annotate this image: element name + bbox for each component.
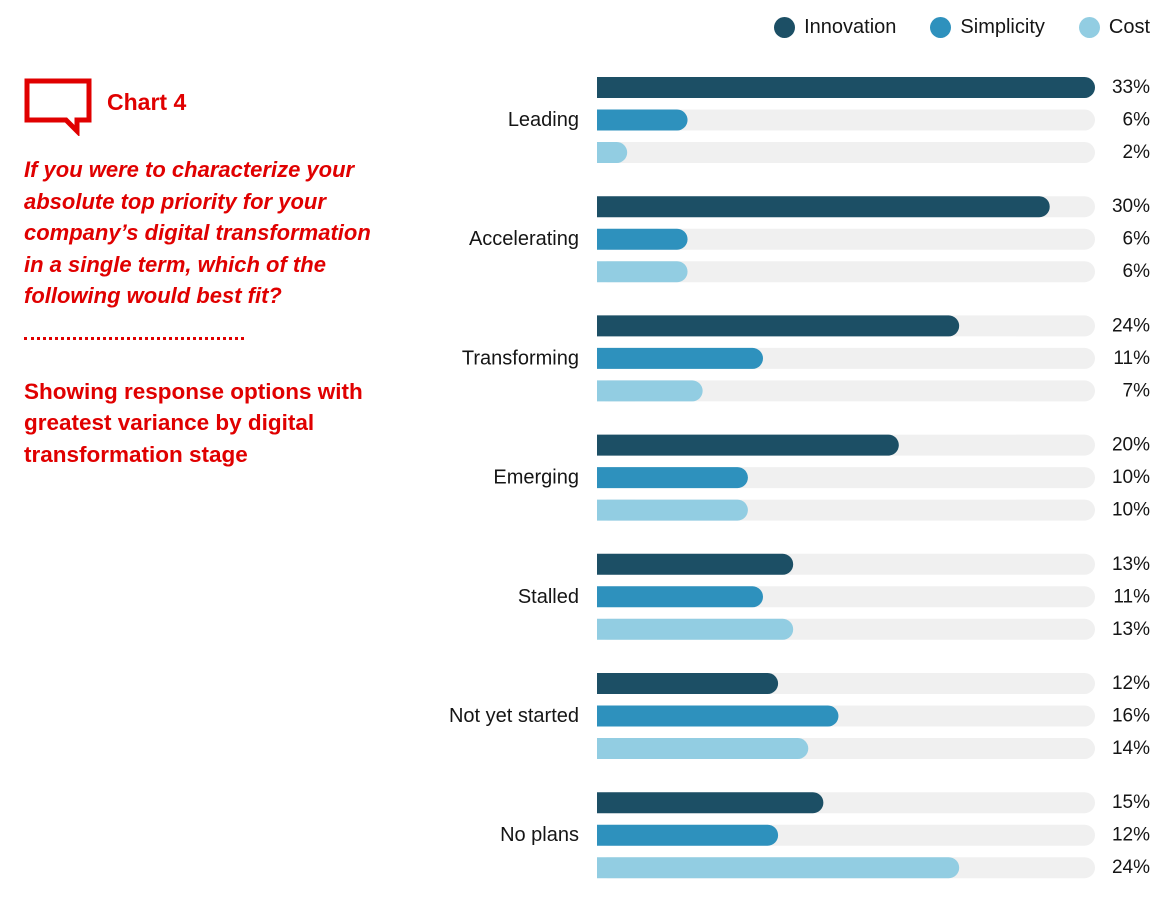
- value-label-cost-transforming: 7%: [1123, 380, 1151, 401]
- bar-simplicity-not-yet-started: [597, 705, 839, 727]
- bar-track: [597, 228, 1095, 250]
- dotted-divider: [24, 336, 244, 340]
- legend-label-cost: Cost: [1108, 16, 1150, 38]
- value-label-innovation-stalled: 13%: [1112, 554, 1150, 575]
- value-label-simplicity-not-yet-started: 16%: [1112, 706, 1150, 727]
- category-label-transforming: Transforming: [462, 347, 579, 369]
- value-label-innovation-accelerating: 30%: [1112, 196, 1150, 217]
- legend-item-simplicity: Simplicity: [930, 16, 1045, 39]
- category-label-accelerating: Accelerating: [469, 228, 579, 250]
- bar-track: [597, 109, 1095, 131]
- bar-simplicity-stalled: [597, 586, 764, 608]
- legend-item-cost: Cost: [1078, 16, 1150, 39]
- bar-simplicity-accelerating: [597, 228, 688, 250]
- bar-innovation-accelerating: [597, 196, 1050, 218]
- value-label-cost-no-plans: 24%: [1112, 857, 1150, 878]
- bar-cost-not-yet-started: [597, 738, 809, 759]
- bar-cost-stalled: [597, 618, 794, 640]
- bar-track: [597, 142, 1095, 163]
- bar-cost-no-plans: [597, 857, 960, 879]
- legend-label-innovation: Innovation: [804, 16, 897, 38]
- value-label-innovation-emerging: 20%: [1112, 435, 1150, 456]
- value-label-innovation-not-yet-started: 12%: [1112, 673, 1150, 694]
- bar-simplicity-emerging: [597, 467, 748, 489]
- legend-swatch-innovation: [774, 17, 796, 38]
- value-label-simplicity-stalled: 11%: [1113, 586, 1150, 607]
- bar-innovation-not-yet-started: [597, 673, 779, 694]
- value-label-cost-accelerating: 6%: [1123, 261, 1151, 282]
- value-label-cost-emerging: 10%: [1112, 500, 1150, 521]
- bar-cost-transforming: [597, 380, 703, 402]
- value-label-simplicity-no-plans: 12%: [1112, 825, 1150, 846]
- bar-cost-accelerating: [597, 261, 688, 283]
- bar-simplicity-leading: [597, 109, 688, 131]
- value-label-simplicity-accelerating: 6%: [1123, 229, 1151, 250]
- category-label-not-yet-started: Not yet started: [449, 705, 579, 727]
- value-label-cost-leading: 2%: [1123, 142, 1151, 163]
- value-label-innovation-no-plans: 15%: [1112, 792, 1150, 813]
- speech-bubble-icon: [24, 78, 92, 136]
- bar-simplicity-transforming: [597, 347, 764, 369]
- category-label-stalled: Stalled: [518, 586, 579, 608]
- chart-number: Chart 4: [107, 88, 187, 115]
- chart-subtitle: Showing response options with greatest v…: [24, 378, 363, 467]
- legend-swatch-cost: [1078, 17, 1100, 38]
- value-label-innovation-leading: 33%: [1112, 77, 1150, 98]
- bar-track: [597, 380, 1095, 402]
- chart-badge: Chart 4: [24, 78, 404, 136]
- bar-innovation-emerging: [597, 434, 899, 456]
- survey-question: If you were to characterize your absolut…: [24, 157, 371, 308]
- value-label-cost-stalled: 13%: [1112, 619, 1150, 640]
- bar-simplicity-no-plans: [597, 824, 779, 846]
- bar-track: [597, 261, 1095, 283]
- category-label-no-plans: No plans: [500, 824, 579, 846]
- value-label-simplicity-leading: 6%: [1123, 110, 1151, 131]
- bar-innovation-leading: [597, 77, 1095, 98]
- value-label-innovation-transforming: 24%: [1112, 315, 1150, 336]
- bar-innovation-no-plans: [597, 792, 824, 814]
- value-label-cost-not-yet-started: 14%: [1112, 738, 1150, 759]
- chart-legend: Innovation Simplicity Cost: [774, 16, 1150, 39]
- category-label-emerging: Emerging: [493, 467, 579, 489]
- bar-cost-emerging: [597, 499, 748, 521]
- legend-swatch-simplicity: [930, 17, 952, 38]
- bar-cost-leading: [597, 142, 628, 163]
- bar-innovation-transforming: [597, 315, 960, 337]
- legend-label-simplicity: Simplicity: [960, 16, 1045, 38]
- chart-description-panel: Chart 4 If you were to characterize your…: [24, 78, 404, 470]
- legend-item-innovation: Innovation: [774, 16, 896, 39]
- value-label-simplicity-emerging: 10%: [1112, 467, 1150, 488]
- value-label-simplicity-transforming: 11%: [1113, 348, 1150, 369]
- bar-innovation-stalled: [597, 553, 794, 575]
- category-label-leading: Leading: [508, 109, 579, 131]
